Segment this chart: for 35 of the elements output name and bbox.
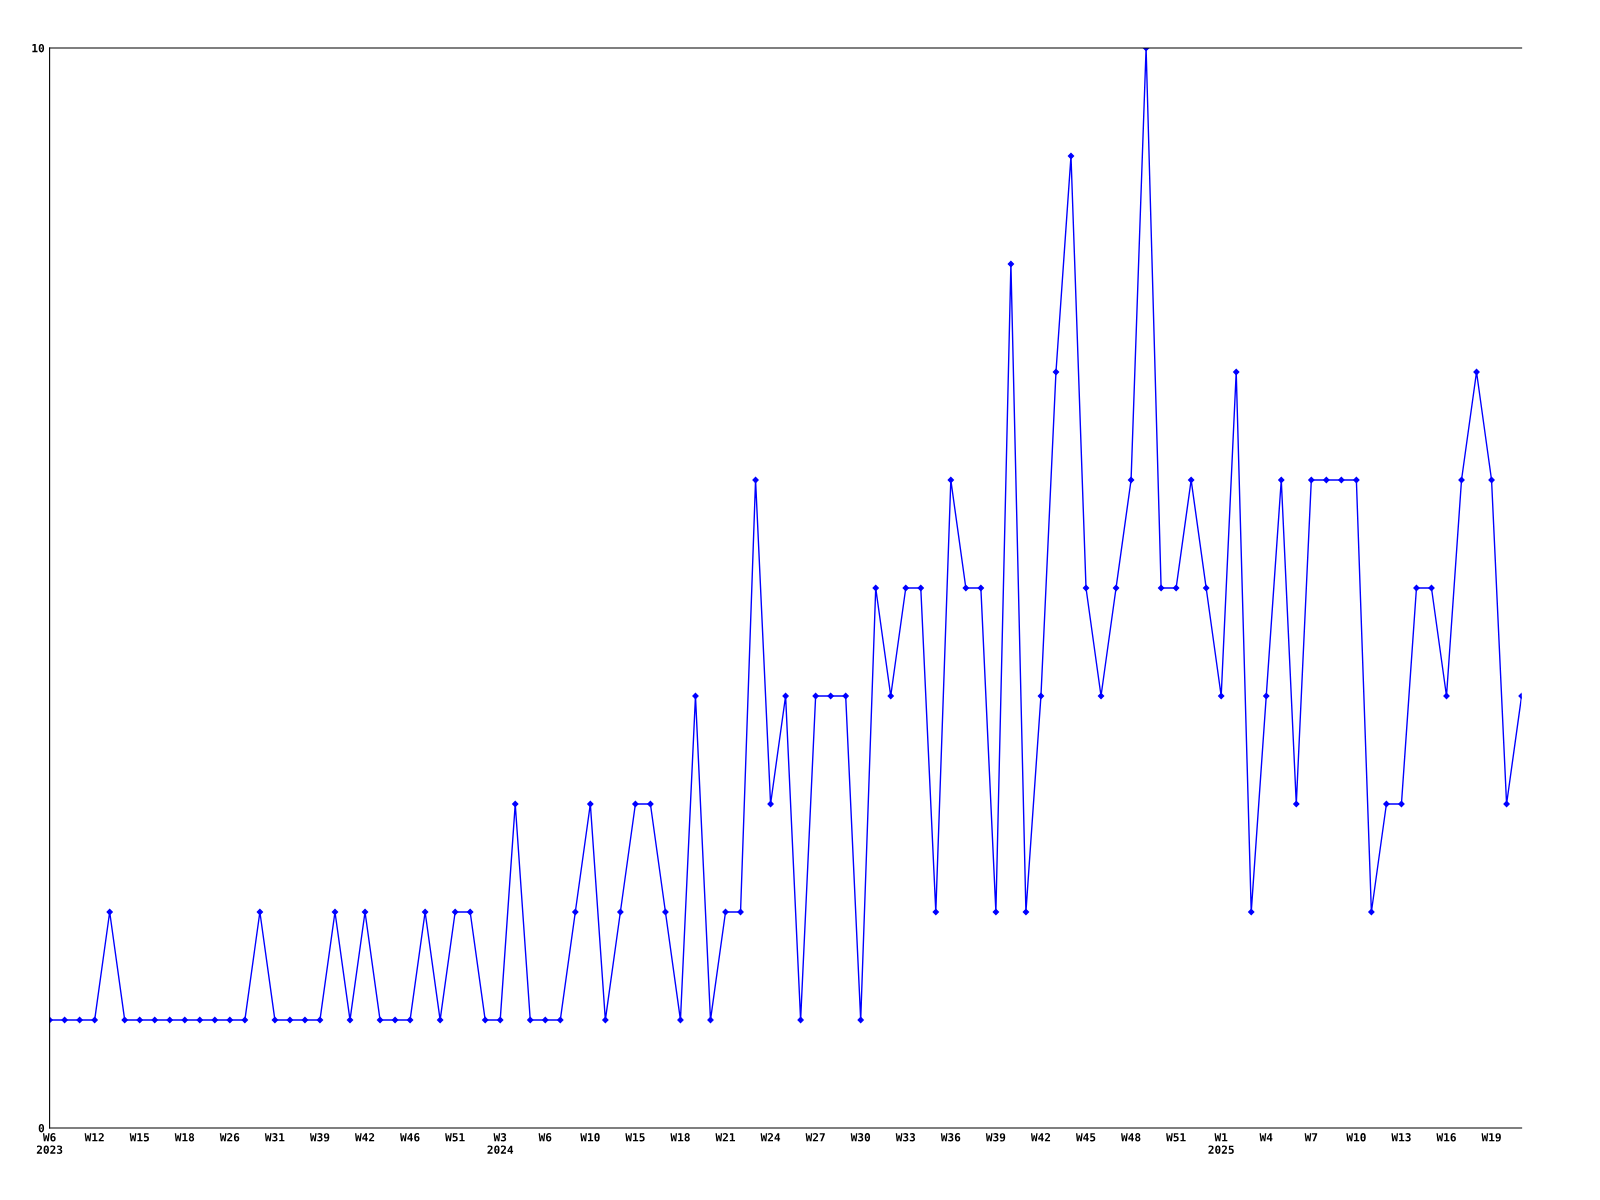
x-tick-label: W36 — [940, 1133, 961, 1142]
x-tick-label: W42 — [1030, 1133, 1051, 1142]
x-tick-label: W46 — [400, 1133, 420, 1142]
y-tick-label: 0 — [38, 1123, 45, 1133]
y-tick-label: 10 — [32, 43, 45, 53]
x-tick-label: W15 — [129, 1133, 149, 1142]
x-tick-label: W18 — [670, 1133, 690, 1142]
x-tick-label: W1 2025 — [1208, 1133, 1234, 1154]
x-tick-label: W33 — [895, 1133, 916, 1142]
x-tick-label: W48 — [1121, 1133, 1141, 1142]
x-tick-label: W39 — [309, 1133, 330, 1142]
x-tick-label: W45 — [1075, 1133, 1096, 1142]
x-tick-label: W51 — [1166, 1133, 1186, 1142]
x-tick-label: W3 2024 — [487, 1133, 514, 1154]
x-tick-label: W21 — [715, 1133, 736, 1142]
x-tick-label: W15 — [625, 1133, 645, 1142]
x-tick-label: W13 — [1391, 1133, 1411, 1142]
x-tick-label: W10 — [580, 1133, 600, 1142]
x-tick-label: W18 — [174, 1133, 195, 1142]
x-tick-label: W30 — [850, 1133, 871, 1142]
x-tick-label: W19 — [1481, 1133, 1501, 1142]
x-tick-label: W6 2023 — [36, 1133, 63, 1154]
x-tick-label: W51 — [445, 1133, 465, 1142]
x-tick-label: W24 — [760, 1133, 781, 1142]
x-tick-label: W27 — [805, 1133, 825, 1142]
x-tick-label: W12 — [84, 1133, 104, 1142]
x-tick-label: W4 — [1259, 1133, 1273, 1142]
x-tick-label: W42 — [354, 1133, 375, 1142]
x-tick-label: W10 — [1346, 1133, 1366, 1142]
x-tick-label: W39 — [985, 1133, 1006, 1142]
x-tick-label: W6 — [538, 1133, 552, 1142]
x-tick-label: W26 — [219, 1133, 240, 1142]
x-tick-label: W16 — [1436, 1133, 1456, 1142]
x-tick-label: W7 — [1304, 1133, 1318, 1142]
x-tick-label: W31 — [264, 1133, 285, 1142]
